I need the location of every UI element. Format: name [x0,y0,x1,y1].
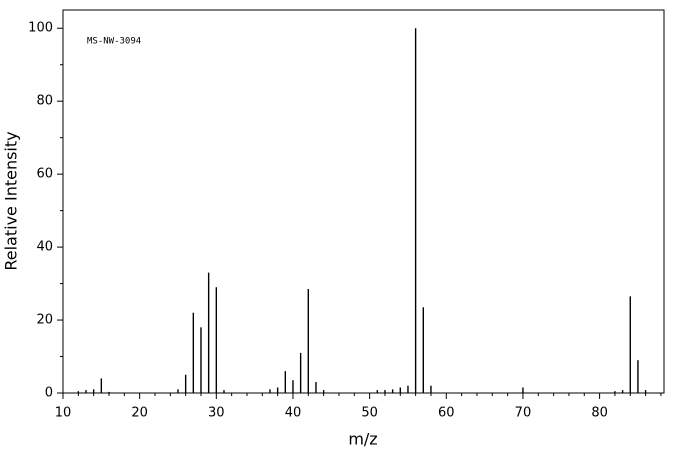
x-tick-label: 60 [438,406,455,421]
x-tick-label: 80 [591,406,608,421]
y-tick-label: 40 [36,240,53,255]
plot-frame [62,9,665,394]
x-tick-label: 40 [285,406,302,421]
x-tick-label: 70 [515,406,532,421]
x-tick-label: 50 [361,406,378,421]
x-tick-label: 20 [131,406,148,421]
annotation: MS-NW-3094 [87,37,141,47]
y-tick-label: 100 [28,21,53,36]
y-tick-label: 80 [36,94,53,109]
x-axis-label: m/z [348,430,377,449]
y-tick-label: 20 [36,313,53,328]
y-axis-label: Relative Intensity [2,131,21,270]
x-tick-label: 30 [208,406,225,421]
x-tick-label: 10 [55,406,72,421]
y-tick-label: 0 [45,386,53,401]
y-tick-label: 60 [36,167,53,182]
